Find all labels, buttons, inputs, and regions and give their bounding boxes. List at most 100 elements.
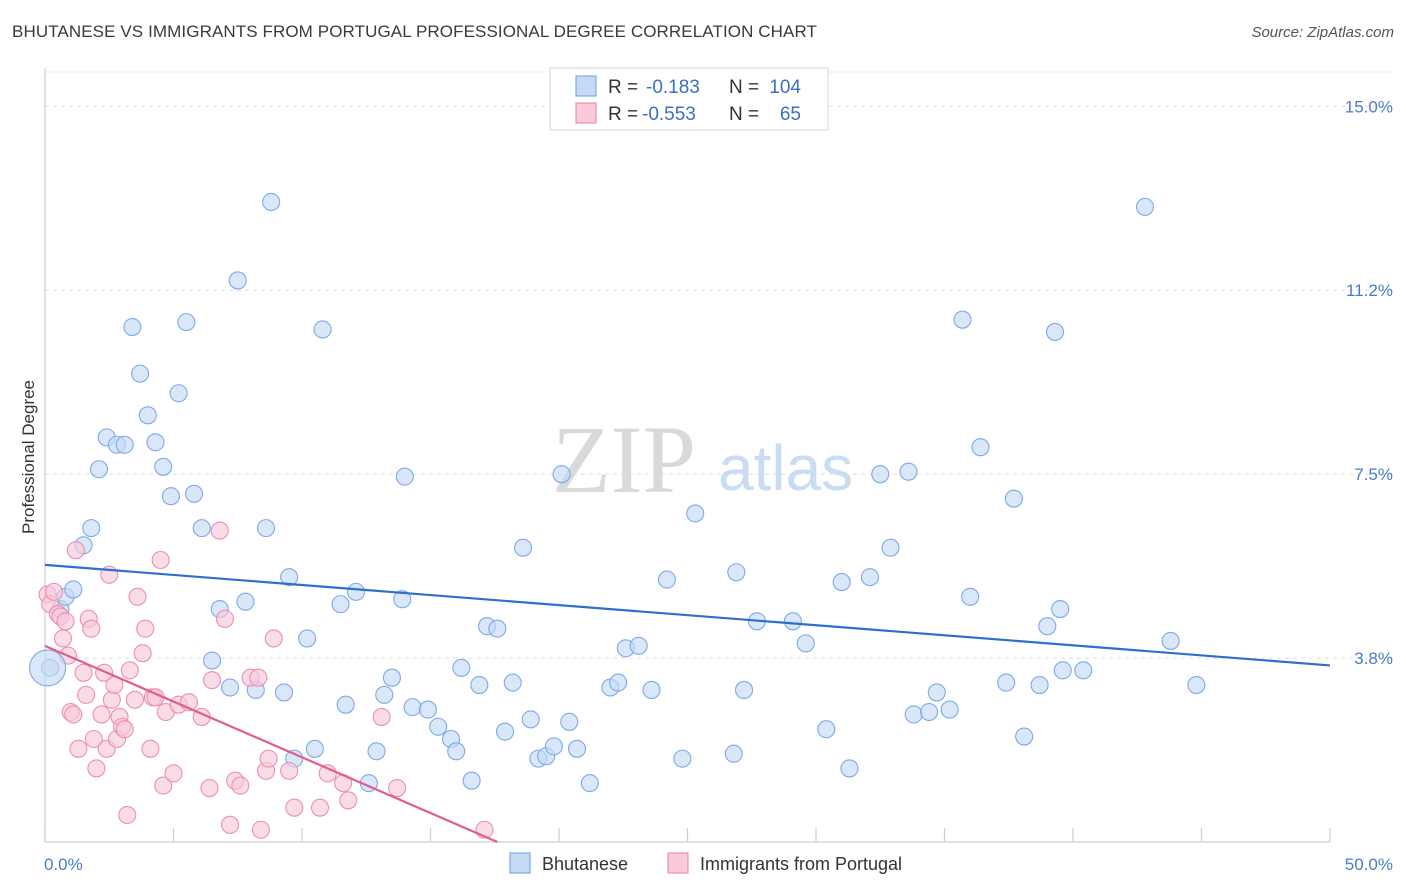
point-0-12 — [138, 406, 157, 425]
point-0-47 — [447, 742, 466, 761]
point-0-24 — [236, 592, 255, 611]
bottom-legend-label-bhutanese: Bhutanese — [542, 854, 628, 874]
point-1-5 — [53, 629, 73, 648]
point-1-30 — [125, 690, 144, 709]
point-0-65 — [609, 673, 628, 692]
point-1-16 — [84, 729, 103, 749]
axes — [44, 68, 1331, 843]
point-large-bhutanese — [29, 649, 67, 687]
legend-swatch-portugal — [575, 102, 597, 124]
point-0-89 — [953, 310, 972, 329]
watermark: ZIP atlas — [552, 406, 853, 513]
bottom-legend-swatch-bhutanese — [509, 852, 531, 874]
trend-line-0 — [44, 563, 1331, 667]
point-1-58 — [285, 798, 304, 817]
point-1-17 — [87, 759, 106, 778]
point-0-5 — [82, 519, 101, 538]
point-0-95 — [1030, 676, 1049, 695]
point-0-48 — [452, 658, 471, 677]
point-0-85 — [904, 705, 923, 724]
point-0-14 — [154, 457, 173, 476]
point-1-46 — [210, 521, 229, 540]
point-0-55 — [513, 538, 533, 557]
point-0-74 — [734, 680, 754, 700]
point-0-17 — [177, 313, 196, 332]
point-1-40 — [164, 764, 183, 783]
point-0-77 — [796, 634, 815, 653]
x-tick-labels: 0.0% 50.0% — [44, 855, 1393, 874]
point-0-18 — [185, 484, 204, 503]
legend-r-label-2: R = — [608, 104, 638, 125]
point-0-19 — [192, 519, 211, 538]
point-0-43 — [403, 698, 422, 717]
point-1-13 — [77, 685, 96, 704]
point-1-9 — [64, 705, 83, 724]
point-0-52 — [488, 619, 507, 638]
x-tick-label-0: 0.0% — [44, 855, 83, 874]
legend-n-value-2: 65 — [780, 104, 801, 125]
point-0-68 — [642, 680, 661, 700]
y-axis-label: Professional Degree — [19, 380, 38, 534]
point-0-36 — [346, 582, 366, 601]
point-0-26 — [256, 519, 276, 538]
point-0-78 — [817, 720, 836, 739]
point-0-103 — [1187, 676, 1206, 695]
point-0-38 — [367, 742, 386, 761]
legend-swatch-bhutanese — [575, 75, 597, 97]
point-0-99 — [1053, 661, 1072, 680]
point-0-76 — [783, 612, 802, 631]
point-0-15 — [161, 487, 180, 506]
point-0-50 — [470, 676, 489, 695]
point-1-10 — [66, 541, 85, 560]
point-0-69 — [657, 570, 676, 589]
point-0-9 — [115, 435, 134, 454]
point-1-56 — [264, 629, 283, 648]
point-1-47 — [215, 609, 234, 628]
point-0-53 — [495, 722, 515, 741]
chart-source: Source: ZipAtlas.com — [1251, 24, 1394, 41]
point-0-42 — [395, 467, 414, 486]
point-1-18 — [92, 705, 111, 724]
point-0-88 — [940, 700, 959, 719]
point-1-48 — [220, 815, 240, 834]
point-1-28 — [118, 805, 137, 825]
point-1-27 — [115, 720, 134, 739]
legend-r-value-1: -0.183 — [646, 77, 700, 98]
point-0-72 — [724, 744, 743, 763]
point-0-35 — [336, 695, 355, 714]
point-0-98 — [1051, 599, 1070, 619]
data-points — [29, 192, 1206, 839]
bottom-legend-label-portugal: Immigrants from Portugal — [700, 854, 902, 874]
point-0-60 — [552, 465, 571, 484]
point-0-16 — [169, 384, 188, 403]
point-0-100 — [1074, 661, 1093, 680]
legend-r-label-1: R = — [608, 77, 638, 98]
point-0-6 — [89, 460, 109, 479]
legend-n-value-1: 104 — [769, 77, 801, 98]
x-tick-label-1: 50.0% — [1345, 855, 1393, 874]
y-tick-label-2: 11.2% — [1346, 281, 1393, 300]
legend-n-label-2: N = — [729, 104, 759, 125]
trend-lines — [44, 563, 1331, 844]
point-0-27 — [262, 192, 281, 212]
point-0-62 — [567, 739, 587, 758]
watermark-atlas: atlas — [718, 432, 853, 504]
point-0-59 — [544, 737, 563, 756]
point-0-20 — [203, 651, 222, 670]
point-0-40 — [382, 668, 402, 687]
watermark-zip: ZIP — [552, 406, 696, 513]
legend-box: R = -0.183 N = 104 R = -0.553 N = 65 — [549, 67, 829, 131]
point-1-11 — [69, 739, 88, 758]
point-0-23 — [228, 271, 247, 290]
point-0-91 — [971, 438, 990, 457]
point-0-54 — [503, 673, 522, 692]
chart-title: BHUTANESE VS IMMIGRANTS FROM PORTUGAL PR… — [12, 22, 818, 41]
point-1-34 — [141, 739, 160, 758]
point-0-31 — [298, 629, 317, 648]
point-0-87 — [927, 683, 946, 702]
point-0-94 — [1015, 727, 1034, 746]
point-0-56 — [521, 710, 540, 729]
point-0-84 — [899, 462, 918, 481]
y-tick-label-3: 15.0% — [1345, 97, 1393, 116]
